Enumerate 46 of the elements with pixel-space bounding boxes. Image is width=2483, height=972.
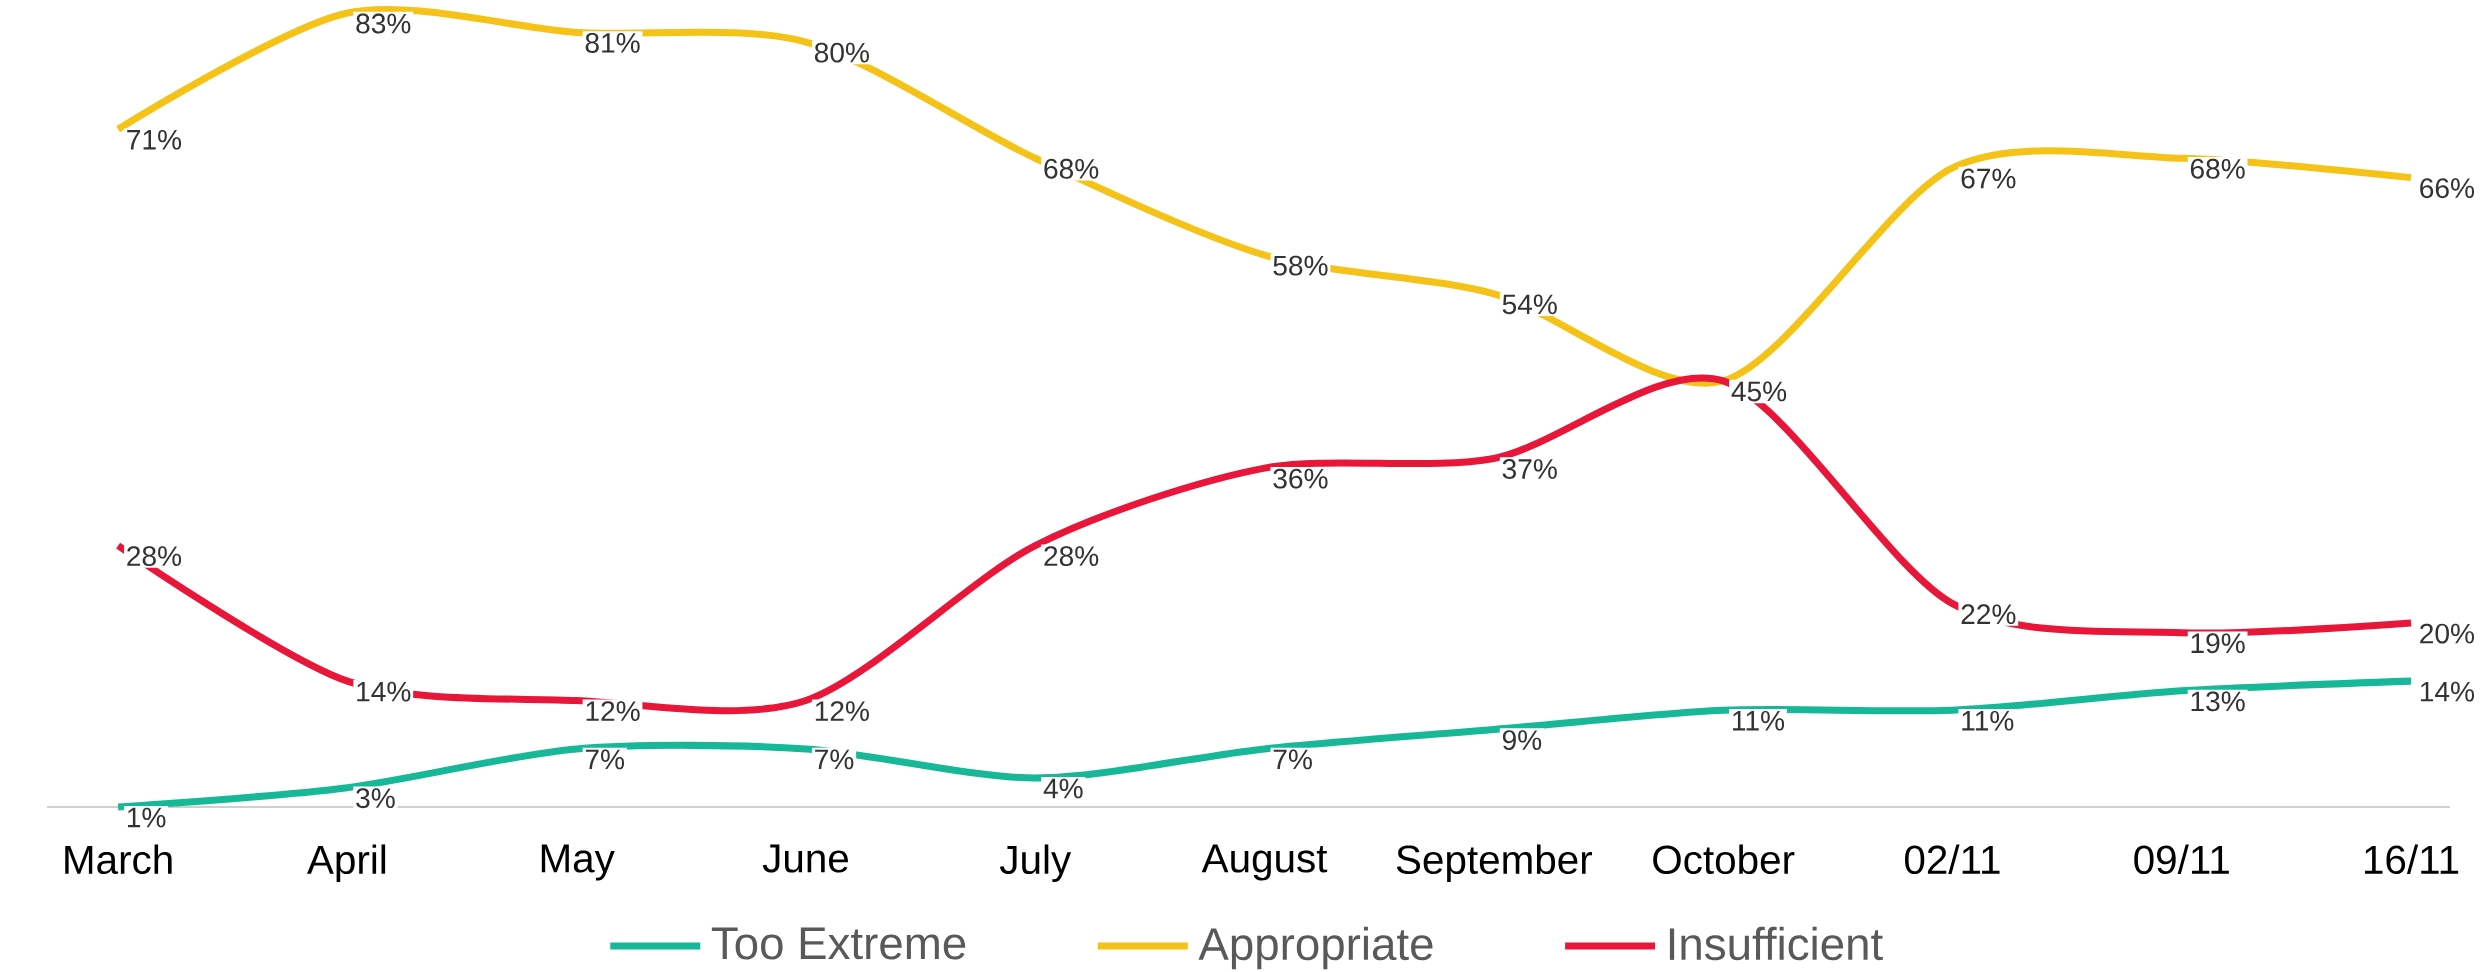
data-label: 13%	[2191, 691, 2245, 712]
data-label: 54%	[1502, 294, 1557, 315]
data-label: 66%	[2420, 178, 2475, 199]
data-label: 12%	[815, 701, 869, 721]
data-label: 7%	[585, 749, 625, 770]
data-label: 71%	[127, 129, 182, 150]
x-tick-label: July	[999, 844, 1072, 883]
legend-label: Insufficient	[1669, 926, 1883, 961]
data-label: 28%	[127, 546, 182, 567]
x-tick-label: May	[541, 844, 615, 881]
data-label: 7%	[1273, 749, 1312, 770]
x-tick-label: August	[1201, 844, 1328, 881]
data-label: 7%	[815, 749, 854, 770]
x-tick-label: April	[307, 844, 386, 883]
data-label: 19%	[2191, 633, 2245, 654]
x-tick-label: March	[65, 844, 172, 875]
x-tick-label: 09/11	[2134, 844, 2229, 875]
legend-label: Appropriate	[1198, 926, 1433, 970]
x-tick-label: 02/11	[1904, 844, 2000, 875]
data-label: 45%	[1731, 381, 1787, 402]
data-label: 11%	[1962, 710, 2014, 731]
data-label: 12%	[586, 701, 640, 721]
data-label: 68%	[2190, 158, 2245, 179]
data-label: 36%	[1273, 468, 1328, 489]
data-label: 14%	[2420, 681, 2475, 702]
x-tick-label: June	[762, 844, 848, 873]
legend-label: Too Extreme	[711, 927, 966, 960]
data-label: 11%	[1733, 710, 1785, 731]
data-label: 20%	[2420, 623, 2475, 644]
data-label: 3%	[356, 788, 395, 809]
x-tick-label: September	[1396, 844, 1593, 883]
data-label: 14%	[357, 681, 411, 702]
x-tick-label: 16/11	[2365, 844, 2459, 875]
data-label: 67%	[1961, 168, 2016, 189]
data-label: 9%	[1502, 730, 1542, 751]
data-label: 68%	[1044, 158, 1099, 179]
data-label: 22%	[1961, 604, 2016, 625]
data-label: 81%	[585, 32, 640, 53]
data-label: 28%	[1044, 546, 1099, 567]
data-label: 58%	[1273, 255, 1328, 276]
data-label: 83%	[356, 13, 411, 34]
x-tick-label: October	[1653, 844, 1795, 875]
data-label: 4%	[1043, 778, 1083, 799]
data-label: 37%	[1502, 459, 1557, 479]
data-label: 1%	[127, 807, 166, 828]
data-label: 80%	[814, 42, 869, 63]
